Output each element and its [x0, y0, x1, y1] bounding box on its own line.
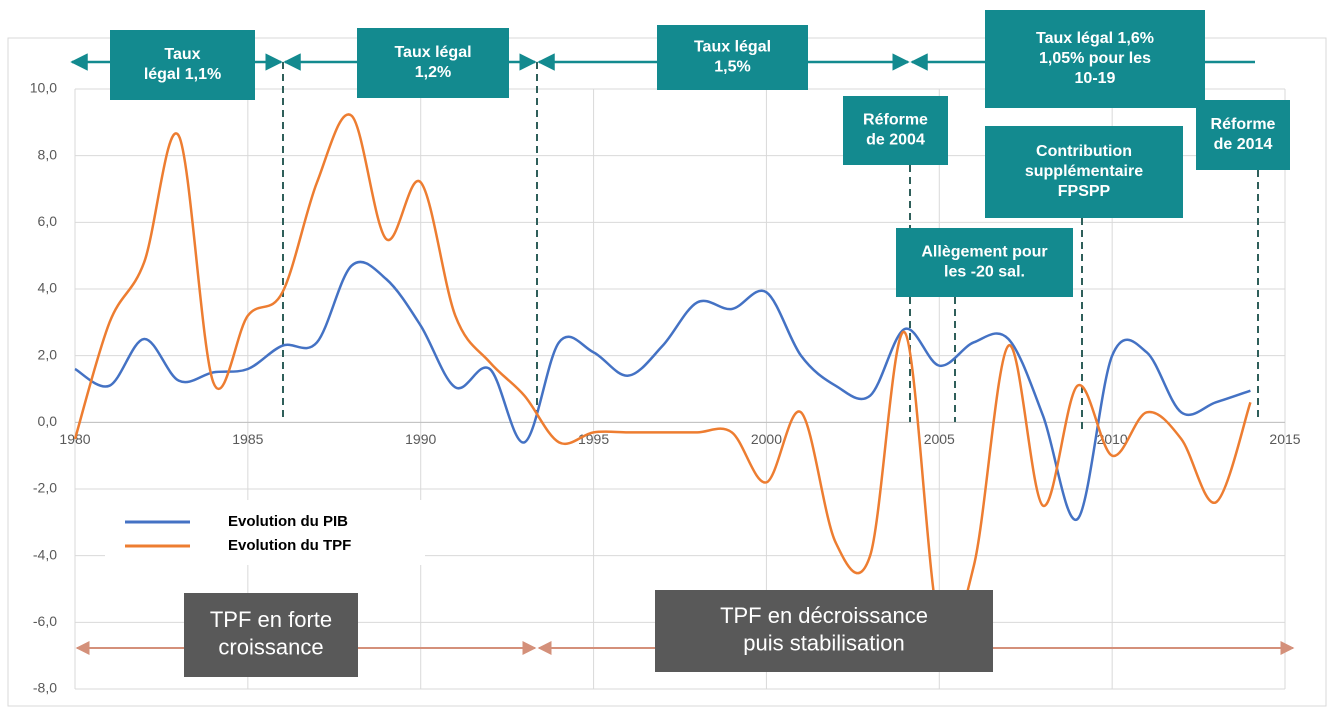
phase-text: croissance — [218, 635, 323, 660]
y-tick-label: 0,0 — [38, 413, 58, 429]
phase-box — [655, 590, 993, 672]
annotation-box — [110, 30, 255, 100]
legend-box — [105, 500, 425, 565]
annotation-text: 10-19 — [1075, 70, 1116, 87]
annotation-text: Taux légal — [394, 44, 471, 61]
annotation-box — [1196, 100, 1290, 170]
y-tick-label: -4,0 — [33, 546, 57, 562]
annotation-text: Contribution — [1036, 143, 1132, 160]
legend-label: Evolution du TPF — [228, 537, 351, 554]
y-tick-label: -6,0 — [33, 613, 57, 629]
x-tick-label: 2000 — [751, 431, 782, 447]
annotation-text: Réforme — [863, 112, 928, 129]
y-tick-label: 2,0 — [38, 346, 58, 362]
annotation-box — [896, 228, 1073, 297]
annotation-text: Taux — [164, 46, 200, 63]
phase-box — [184, 593, 358, 677]
annotation-box — [985, 126, 1183, 218]
annotation-text: Réforme — [1211, 116, 1276, 133]
x-tick-label: 1990 — [405, 431, 436, 447]
x-tick-label: 1985 — [232, 431, 263, 447]
phase-text: puis stabilisation — [743, 631, 904, 656]
annotation-box — [357, 28, 509, 98]
x-tick-label: 2015 — [1269, 431, 1300, 447]
phase-text: TPF en décroissance — [720, 603, 928, 628]
y-tick-label: -2,0 — [33, 480, 57, 496]
y-tick-label: 10,0 — [30, 80, 57, 96]
annotation-text: de 2004 — [866, 132, 925, 149]
series-line — [73, 113, 1252, 641]
annotation-text: Allègement pour — [921, 244, 1047, 261]
annotation-box — [985, 10, 1205, 108]
annotation-text: Taux légal — [694, 39, 771, 56]
annotation-text: 1,5% — [714, 59, 750, 76]
annotation-text: légal 1,1% — [144, 66, 221, 83]
x-tick-label: 1980 — [59, 431, 90, 447]
annotation-box — [657, 25, 808, 90]
annotation-text: 1,2% — [415, 64, 451, 81]
x-tick-label: 2005 — [924, 431, 955, 447]
annotation-text: les -20 sal. — [944, 264, 1025, 281]
y-tick-label: 6,0 — [38, 213, 58, 229]
annotation-text: supplémentaire — [1025, 163, 1143, 180]
series-line — [74, 260, 1251, 521]
y-tick-label: 4,0 — [38, 280, 58, 296]
y-tick-label: 8,0 — [38, 146, 58, 162]
annotation-box — [843, 96, 948, 165]
annotation-text: de 2014 — [1214, 136, 1273, 153]
annotation-text: FPSPP — [1058, 183, 1111, 200]
phase-text: TPF en forte — [210, 607, 332, 632]
y-tick-label: -8,0 — [33, 680, 57, 696]
legend-label: Evolution du PIB — [228, 513, 348, 530]
annotation-text: 1,05% pour les — [1039, 50, 1151, 67]
annotation-text: Taux légal 1,6% — [1036, 30, 1154, 47]
